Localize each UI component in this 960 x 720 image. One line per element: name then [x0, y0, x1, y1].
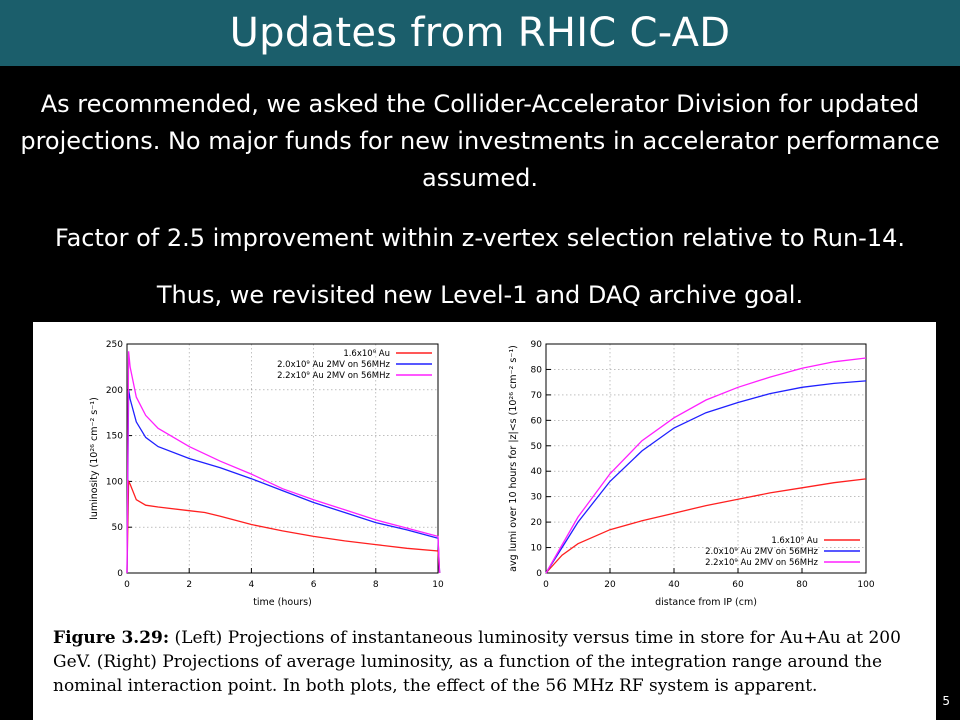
y-tick-label: 10 [531, 544, 543, 554]
y-tick-label: 250 [106, 340, 123, 350]
y-tick-label: 40 [531, 467, 543, 477]
series-line-1 [545, 478, 867, 574]
legend-entry: 2.0x10⁹ Au 2MV on 56MHz [277, 360, 390, 370]
paragraph-revisited: Thus, we revisited new Level-1 and DAQ a… [156, 281, 804, 309]
series-line-2 [126, 389, 441, 574]
paragraph-improvement: Factor of 2.5 improvement within z-verte… [54, 224, 905, 252]
y-tick-label: 0 [536, 569, 542, 579]
legend-entry: 2.2x10⁹ Au 2MV on 56MHz [277, 371, 390, 381]
title-bar: Updates from RHIC C-AD [0, 0, 960, 66]
y-tick-label: 70 [531, 391, 543, 401]
slide-title: Updates from RHIC C-AD [229, 10, 731, 56]
legend-entry: 1.6x10⁹ Au [771, 536, 818, 546]
y-axis-label: avg lumi over 10 hours for |z|<s (10²⁶ c… [508, 345, 519, 572]
y-tick-label: 50 [531, 442, 543, 452]
x-tick-label: 80 [796, 580, 808, 590]
legend-entry: 2.0x10⁹ Au 2MV on 56MHz [705, 547, 818, 557]
slide-number: 5 [942, 694, 950, 708]
plot-frame [126, 343, 439, 574]
series-line-1 [126, 478, 441, 574]
legend-entry: 2.2x10⁹ Au 2MV on 56MHz [705, 558, 818, 568]
caption-text: (Left) Projections of instantaneous lumi… [53, 628, 901, 696]
y-tick-label: 20 [531, 518, 543, 528]
x-axis-label: time (hours) [253, 597, 312, 608]
y-tick-label: 80 [531, 365, 543, 375]
x-tick-label: 100 [857, 580, 874, 590]
y-tick-label: 60 [531, 416, 543, 426]
paragraph-recommendation: As recommended, we asked the Collider-Ac… [20, 90, 940, 192]
series-line-3 [545, 357, 867, 574]
figure-panel: 0 2 4 6 8 10 0 50 100 150 200 250 time (hours) lumino… [33, 322, 936, 720]
y-tick-label: 0 [117, 569, 123, 579]
x-tick-label: 60 [732, 580, 744, 590]
y-tick-label: 100 [106, 477, 123, 487]
x-tick-label: 8 [373, 580, 379, 590]
plot-frame [545, 343, 867, 574]
x-tick-label: 4 [249, 580, 255, 590]
x-tick-label: 2 [186, 580, 192, 590]
y-tick-label: 90 [531, 340, 543, 350]
y-tick-label: 30 [531, 493, 543, 503]
x-tick-label: 6 [311, 580, 317, 590]
x-tick-label: 40 [668, 580, 680, 590]
figure-caption: Figure 3.29: (Left) Projections of insta… [53, 626, 923, 698]
x-tick-label: 0 [124, 580, 130, 590]
x-axis-label: distance from IP (cm) [655, 597, 757, 608]
series-line-3 [126, 351, 441, 574]
y-axis-label: luminosity (10²⁶ cm⁻² s⁻¹) [89, 397, 100, 520]
y-tick-label: 150 [106, 432, 123, 442]
series-line-2 [545, 380, 867, 574]
y-tick-label: 50 [112, 523, 124, 533]
x-tick-label: 10 [432, 580, 444, 590]
y-tick-label: 200 [106, 386, 123, 396]
legend-entry: 1.6x10⁹ Au [343, 349, 390, 359]
chart-2: 0 20 40 60 80 100 0 10 20 30 40 50 60 70 80 90 distance … [508, 340, 875, 608]
x-tick-label: 0 [543, 580, 549, 590]
caption-label: Figure 3.29: [53, 628, 170, 648]
x-tick-label: 20 [604, 580, 616, 590]
